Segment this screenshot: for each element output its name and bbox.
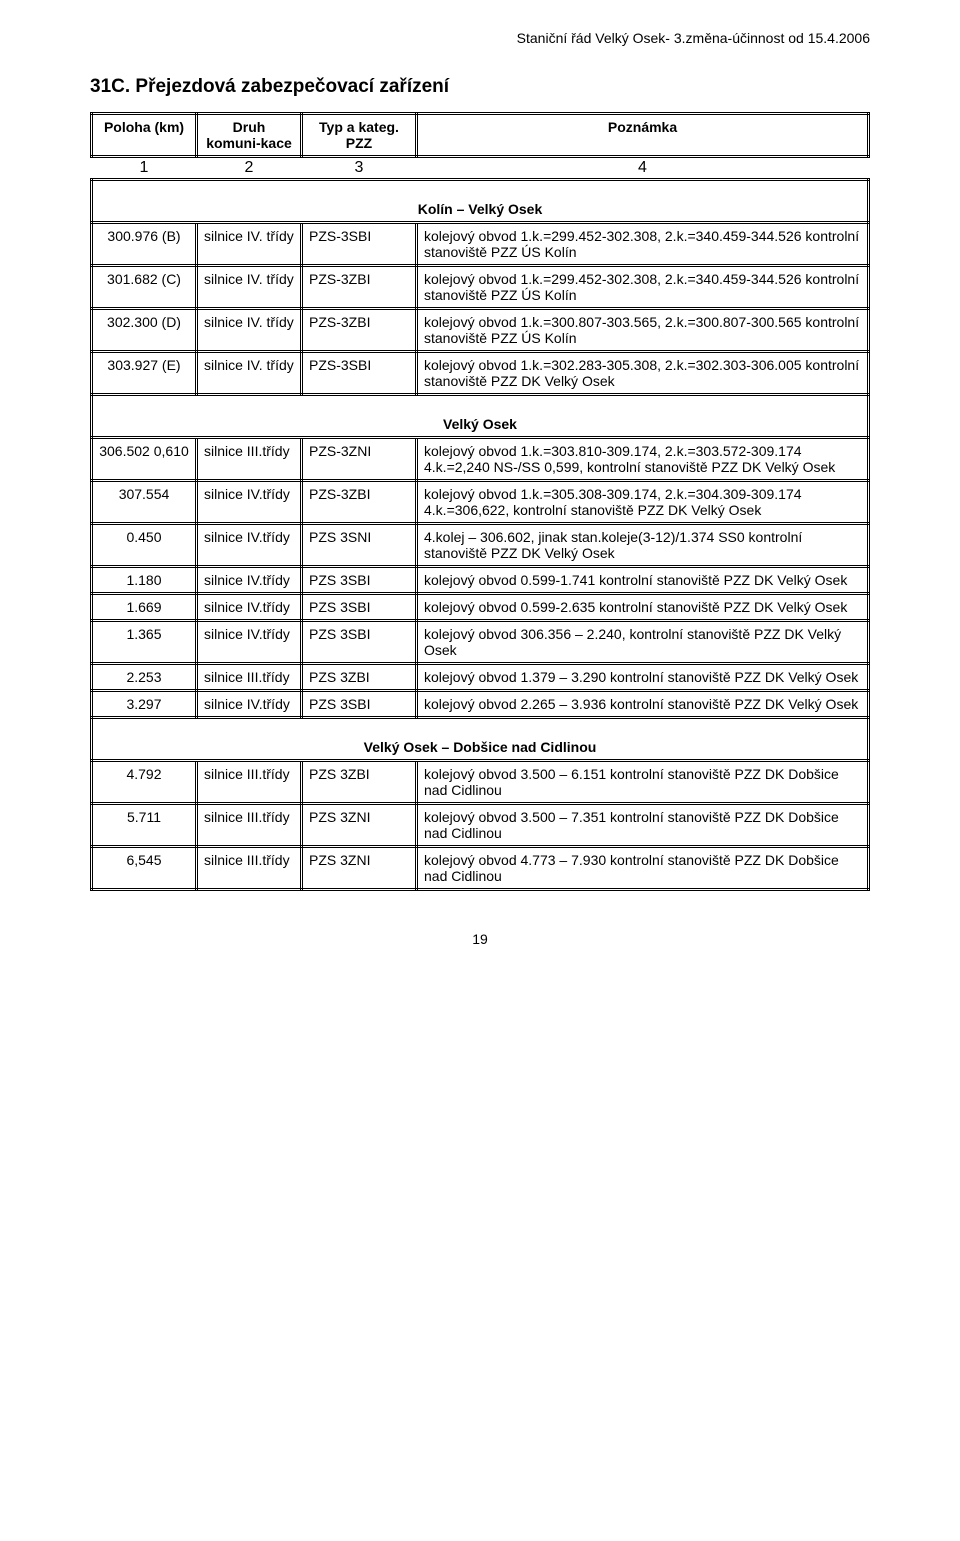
table-row: 4.792silnice III.třídyPZS 3ZBIkolejový o… (92, 761, 869, 804)
cell-c4: kolejový obvod 2.265 – 3.936 kontrolní s… (417, 691, 869, 718)
colnum-3: 3 (302, 157, 417, 180)
cell-c2: silnice III.třídy (197, 761, 302, 804)
cell-c1: 302.300 (D) (92, 309, 197, 352)
cell-c3: PZS 3SBI (302, 594, 417, 621)
cell-c1: 2.253 (92, 664, 197, 691)
cell-c4: kolejový obvod 1.k.=302.283-305.308, 2.k… (417, 352, 869, 395)
cell-c4: kolejový obvod 4.773 – 7.930 kontrolní s… (417, 847, 869, 890)
cell-c1: 5.711 (92, 804, 197, 847)
col-header-poloha: Poloha (km) (92, 114, 197, 157)
cell-c2: silnice IV.třídy (197, 691, 302, 718)
header-right: Staniční řád Velký Osek- 3.změna-účinnos… (90, 30, 870, 46)
cell-c4: kolejový obvod 3.500 – 6.151 kontrolní s… (417, 761, 869, 804)
cell-c3: PZS-3SBI (302, 352, 417, 395)
cell-c4: kolejový obvod 1.k.=299.452-302.308, 2.k… (417, 266, 869, 309)
cell-c4: kolejový obvod 1.379 – 3.290 kontrolní s… (417, 664, 869, 691)
cell-c3: PZS-3ZBI (302, 481, 417, 524)
cell-c1: 4.792 (92, 761, 197, 804)
cell-c4: 4.kolej – 306.602, jinak stan.koleje(3-1… (417, 524, 869, 567)
cell-c2: silnice IV.třídy (197, 621, 302, 664)
cell-c3: PZS 3ZNI (302, 804, 417, 847)
cell-c1: 6,545 (92, 847, 197, 890)
cell-c4: kolejový obvod 0.599-2.635 kontrolní sta… (417, 594, 869, 621)
cell-c1: 1.365 (92, 621, 197, 664)
group-header-row: Velký Osek (92, 395, 869, 438)
cell-c2: silnice IV.třídy (197, 567, 302, 594)
cell-c1: 300.976 (B) (92, 223, 197, 266)
crossing-table: Poloha (km) Druh komuni-kace Typ a kateg… (90, 112, 870, 891)
section-title: 31C. Přejezdová zabezpečovací zařízení (90, 76, 870, 98)
col-header-poznamka: Poznámka (417, 114, 869, 157)
cell-c3: PZS 3SBI (302, 621, 417, 664)
col-header-druh: Druh komuni-kace (197, 114, 302, 157)
table-row: 306.502 0,610silnice III.třídyPZS-3ZNIko… (92, 438, 869, 481)
cell-c3: PZS-3ZBI (302, 309, 417, 352)
cell-c1: 306.502 0,610 (92, 438, 197, 481)
table-row: 3.297silnice IV.třídyPZS 3SBIkolejový ob… (92, 691, 869, 718)
cell-c2: silnice III.třídy (197, 438, 302, 481)
group-title: Kolín – Velký Osek (92, 180, 869, 223)
cell-c3: PZS 3ZBI (302, 761, 417, 804)
group-title: Velký Osek (92, 395, 869, 438)
table-row: 2.253silnice III.třídyPZS 3ZBIkolejový o… (92, 664, 869, 691)
cell-c1: 301.682 (C) (92, 266, 197, 309)
cell-c3: PZS 3SBI (302, 691, 417, 718)
cell-c1: 1.180 (92, 567, 197, 594)
group-title: Velký Osek – Dobšice nad Cidlinou (92, 718, 869, 761)
colnum-1: 1 (92, 157, 197, 180)
cell-c1: 0.450 (92, 524, 197, 567)
table-body: Kolín – Velký Osek300.976 (B)silnice IV.… (92, 180, 869, 890)
cell-c3: PZS 3ZBI (302, 664, 417, 691)
table-row: 6,545silnice III.třídyPZS 3ZNIkolejový o… (92, 847, 869, 890)
cell-c2: silnice IV.třídy (197, 594, 302, 621)
cell-c2: silnice IV.třídy (197, 524, 302, 567)
cell-c4: kolejový obvod 1.k.=303.810-309.174, 2.k… (417, 438, 869, 481)
table-number-row: 1 2 3 4 (92, 157, 869, 180)
table-row: 1.180silnice IV.třídyPZS 3SBIkolejový ob… (92, 567, 869, 594)
cell-c2: silnice IV. třídy (197, 352, 302, 395)
cell-c3: PZS 3SBI (302, 567, 417, 594)
colnum-4: 4 (417, 157, 869, 180)
cell-c2: silnice IV.třídy (197, 481, 302, 524)
table-row: 1.365silnice IV.třídyPZS 3SBIkolejový ob… (92, 621, 869, 664)
cell-c2: silnice IV. třídy (197, 223, 302, 266)
cell-c3: PZS 3ZNI (302, 847, 417, 890)
page-number: 19 (90, 931, 870, 947)
cell-c3: PZS-3SBI (302, 223, 417, 266)
cell-c3: PZS 3SNI (302, 524, 417, 567)
cell-c3: PZS-3ZNI (302, 438, 417, 481)
cell-c4: kolejový obvod 1.k.=300.807-303.565, 2.k… (417, 309, 869, 352)
cell-c1: 1.669 (92, 594, 197, 621)
cell-c2: silnice III.třídy (197, 847, 302, 890)
cell-c2: silnice IV. třídy (197, 309, 302, 352)
cell-c1: 3.297 (92, 691, 197, 718)
table-row: 0.450silnice IV.třídyPZS 3SNI4.kolej – 3… (92, 524, 869, 567)
cell-c4: kolejový obvod 1.k.=305.308-309.174, 2.k… (417, 481, 869, 524)
table-row: 302.300 (D)silnice IV. třídyPZS-3ZBIkole… (92, 309, 869, 352)
cell-c3: PZS-3ZBI (302, 266, 417, 309)
table-row: 301.682 (C)silnice IV. třídyPZS-3ZBIkole… (92, 266, 869, 309)
cell-c2: silnice III.třídy (197, 804, 302, 847)
group-header-row: Kolín – Velký Osek (92, 180, 869, 223)
table-row: 300.976 (B)silnice IV. třídyPZS-3SBIkole… (92, 223, 869, 266)
cell-c2: silnice IV. třídy (197, 266, 302, 309)
cell-c2: silnice III.třídy (197, 664, 302, 691)
cell-c4: kolejový obvod 0.599-1.741 kontrolní sta… (417, 567, 869, 594)
table-row: 5.711silnice III.třídyPZS 3ZNIkolejový o… (92, 804, 869, 847)
table-row: 303.927 (E)silnice IV. třídyPZS-3SBIkole… (92, 352, 869, 395)
table-row: 307.554silnice IV.třídyPZS-3ZBIkolejový … (92, 481, 869, 524)
group-header-row: Velký Osek – Dobšice nad Cidlinou (92, 718, 869, 761)
cell-c1: 303.927 (E) (92, 352, 197, 395)
cell-c4: kolejový obvod 1.k.=299.452-302.308, 2.k… (417, 223, 869, 266)
cell-c4: kolejový obvod 3.500 – 7.351 kontrolní s… (417, 804, 869, 847)
cell-c1: 307.554 (92, 481, 197, 524)
document-page: Staniční řád Velký Osek- 3.změna-účinnos… (0, 0, 960, 987)
col-header-typ: Typ a kateg. PZZ (302, 114, 417, 157)
table-header-row: Poloha (km) Druh komuni-kace Typ a kateg… (92, 114, 869, 157)
table-row: 1.669silnice IV.třídyPZS 3SBIkolejový ob… (92, 594, 869, 621)
colnum-2: 2 (197, 157, 302, 180)
cell-c4: kolejový obvod 306.356 – 2.240, kontroln… (417, 621, 869, 664)
